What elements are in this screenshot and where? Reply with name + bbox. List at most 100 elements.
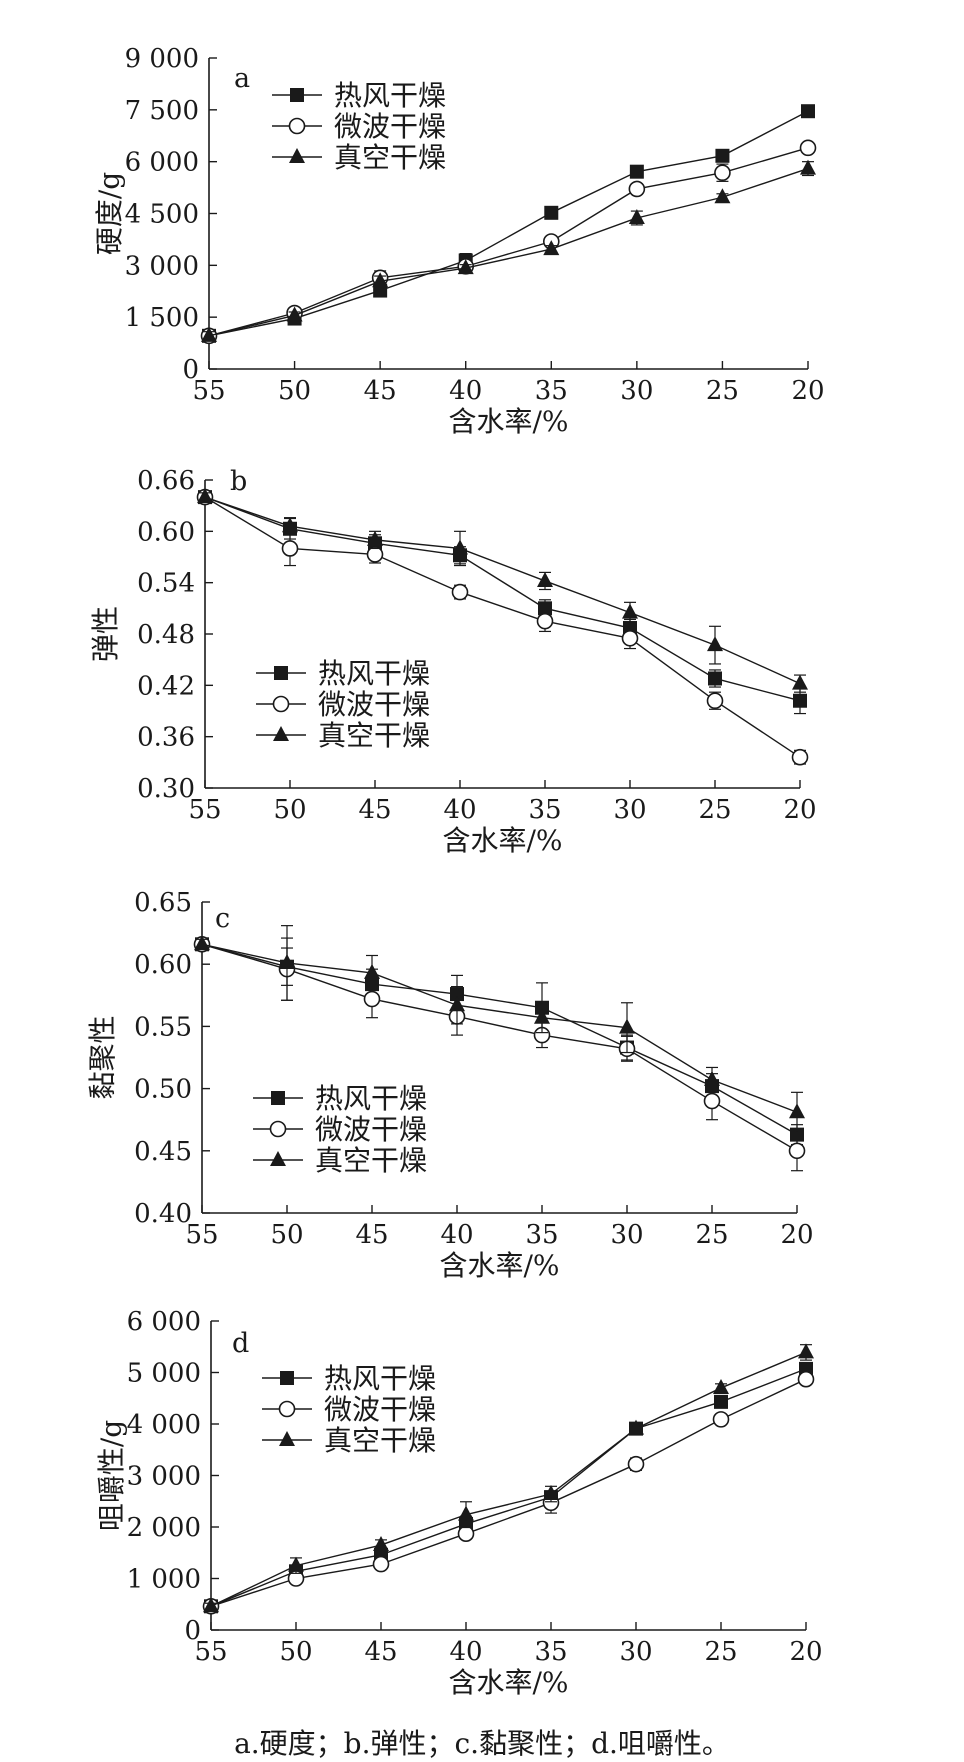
data-point [627, 1455, 645, 1473]
x-axis-label: 含水率/% [439, 1249, 559, 1282]
legend-label: 真空干燥 [318, 719, 430, 752]
data-point [797, 1370, 815, 1388]
data-point [791, 748, 809, 766]
data-point [628, 180, 646, 198]
data-point [619, 1018, 635, 1034]
legend-label: 真空干燥 [334, 141, 446, 174]
y-tick-label: 0.45 [134, 1137, 192, 1167]
y-tick-label: 3 000 [127, 1462, 201, 1492]
series-2 [202, 1370, 815, 1615]
x-axis-label: 含水率/% [448, 405, 568, 438]
x-tick-label: 50 [279, 1637, 312, 1667]
x-axis-label: 含水率/% [448, 1666, 568, 1699]
data-point [366, 546, 384, 563]
x-tick-label: 35 [528, 795, 561, 825]
data-point [708, 671, 722, 686]
data-point [800, 159, 816, 175]
y-tick-label: 6 000 [125, 148, 199, 178]
legend-marker [271, 1091, 285, 1105]
legend-marker [272, 695, 290, 713]
data-point [714, 164, 731, 182]
data-point [714, 1394, 728, 1409]
data-point [203, 1597, 219, 1613]
x-tick-label: 30 [613, 795, 646, 825]
y-tick-label: 0.66 [137, 466, 195, 496]
data-point [534, 1008, 550, 1024]
data-point [715, 148, 730, 163]
data-point [792, 674, 808, 690]
data-point [201, 326, 217, 342]
data-point [288, 1556, 304, 1572]
legend-marker [278, 1400, 296, 1418]
x-tick-label: 35 [534, 1637, 567, 1667]
legend-marker [288, 117, 306, 135]
data-point [458, 1505, 474, 1521]
legend-marker [274, 666, 288, 680]
data-point [788, 1142, 806, 1160]
chart-panel-d: 55 50 45 40 35 30 25 20 0 1 000 2 000 3 000 4 000 5 0… [95, 1307, 823, 1699]
data-point [798, 1343, 814, 1359]
data-point [789, 1103, 805, 1119]
legend-label: 热风干燥 [334, 79, 446, 112]
x-tick-label: 55 [194, 1637, 227, 1667]
series-3 [201, 159, 816, 342]
data-point [373, 1536, 389, 1552]
data-point [801, 104, 815, 119]
y-tick-label: 2 000 [127, 1513, 201, 1543]
panel-letter: c [215, 903, 230, 934]
chart-panel-b: 55 50 45 40 35 30 25 20 0.30 0.36 0.42 0.48 0.54 0.60… [89, 466, 817, 857]
y-tick-label: 0.60 [137, 517, 195, 547]
data-point [799, 139, 817, 157]
data-point [363, 990, 381, 1008]
data-point [622, 603, 638, 619]
data-point [537, 571, 553, 587]
x-tick-label: 25 [698, 795, 731, 825]
legend-label: 热风干燥 [315, 1082, 427, 1115]
x-tick-label: 20 [783, 795, 816, 825]
x-tick-label: 50 [278, 376, 311, 406]
legend-marker [279, 1431, 295, 1446]
x-tick-label: 55 [185, 1220, 218, 1250]
y-tick-label: 4 000 [127, 1410, 201, 1440]
data-point [628, 1419, 644, 1435]
data-point [543, 1485, 559, 1501]
data-point [706, 692, 724, 710]
series-line [208, 167, 809, 337]
data-point [713, 1378, 729, 1394]
y-tick-label: 0.40 [134, 1199, 192, 1229]
legend-label: 微波干燥 [318, 688, 430, 721]
x-tick-label: 35 [535, 376, 568, 406]
data-point [538, 601, 552, 616]
series-3 [194, 925, 805, 1133]
x-tick-label: 20 [791, 376, 824, 406]
x-tick-label: 45 [358, 795, 391, 825]
data-point [451, 583, 469, 601]
y-tick-label: 9 000 [125, 44, 199, 74]
legend-label: 微波干燥 [315, 1113, 427, 1146]
y-tick-label: 6 000 [127, 1307, 201, 1337]
x-tick-label: 45 [364, 376, 397, 406]
x-tick-label: 40 [449, 1637, 482, 1667]
x-tick-label: 30 [610, 1220, 643, 1250]
y-axis-label: 硬度/g [93, 172, 126, 255]
x-tick-label: 40 [443, 795, 476, 825]
legend-marker [280, 1371, 294, 1385]
y-tick-label: 0 [182, 355, 199, 385]
y-tick-label: 0.30 [137, 774, 195, 804]
series-2 [196, 488, 809, 766]
data-point [707, 636, 723, 652]
series-line [210, 1378, 807, 1607]
x-tick-label: 55 [192, 376, 225, 406]
y-tick-label: 1 000 [127, 1565, 201, 1595]
series-line [208, 147, 809, 337]
y-tick-label: 0.48 [137, 620, 195, 650]
data-point [372, 272, 389, 288]
data-point [543, 240, 560, 256]
data-point [704, 1070, 720, 1086]
y-tick-label: 0.36 [137, 723, 195, 753]
data-point [282, 517, 298, 533]
x-tick-label: 30 [619, 1637, 652, 1667]
y-tick-label: 0.54 [137, 569, 195, 599]
